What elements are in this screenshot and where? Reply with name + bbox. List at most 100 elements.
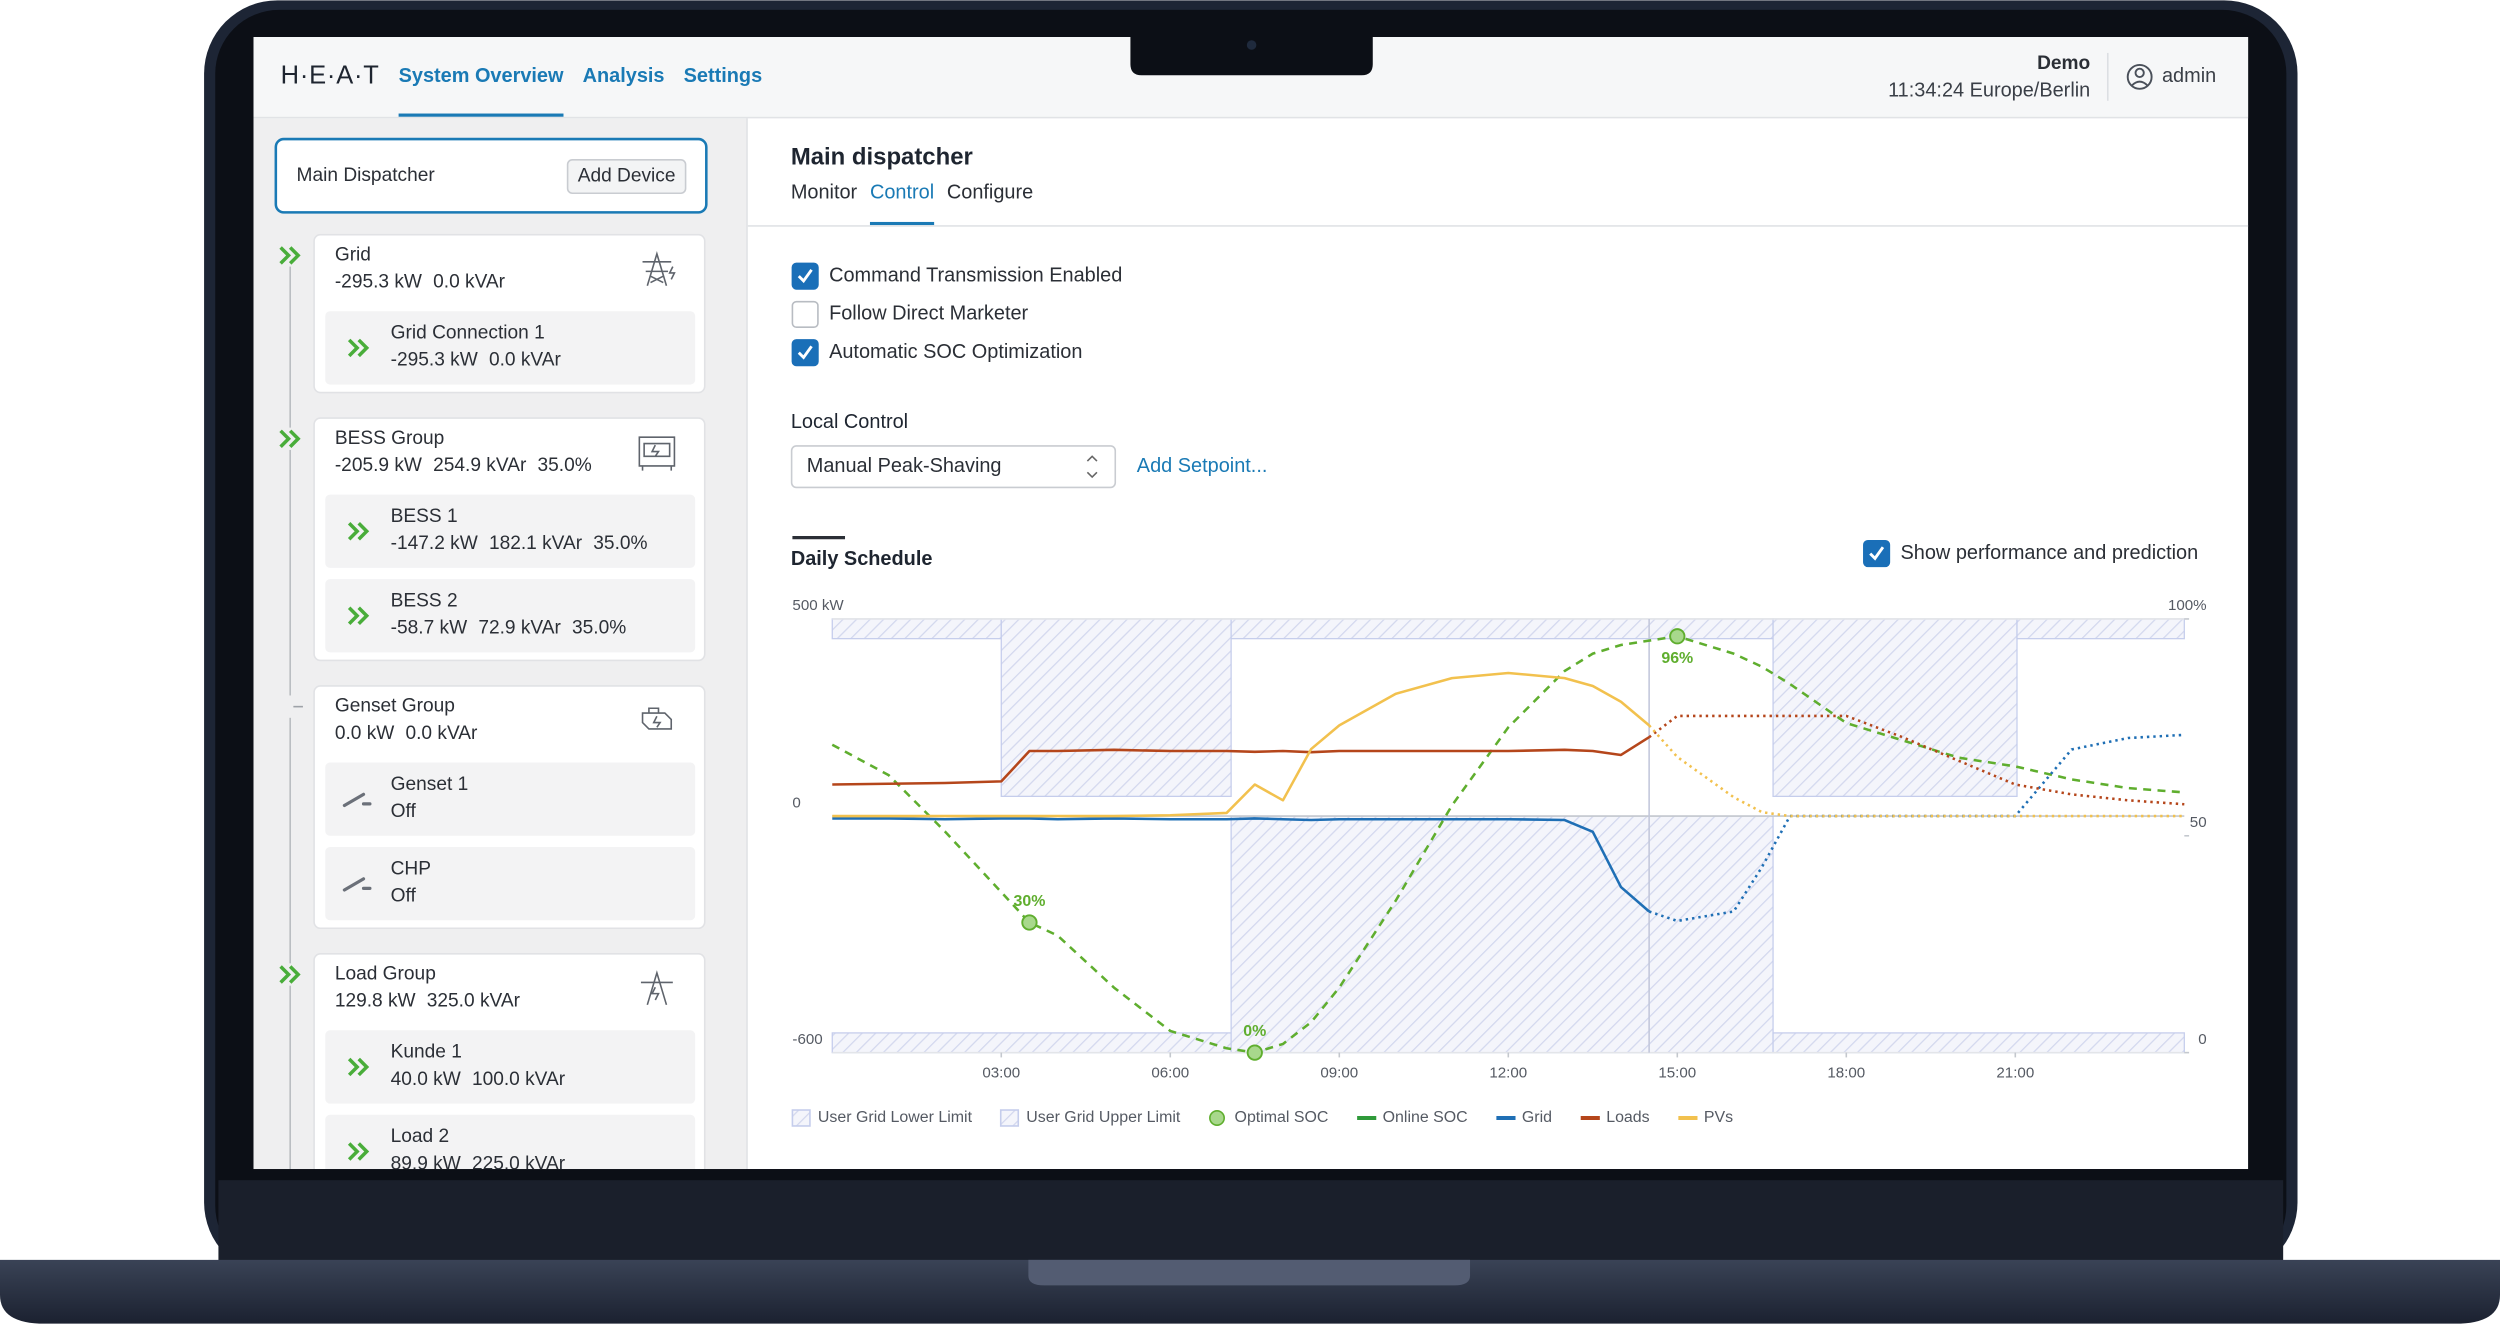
camera-notch xyxy=(1130,37,1373,76)
check-mark xyxy=(797,268,813,284)
page-title: Main dispatcher xyxy=(791,143,973,170)
camera xyxy=(1246,40,1257,50)
metric: Off xyxy=(391,801,417,822)
soc-marker xyxy=(1021,914,1038,931)
soc-marker-label: 96% xyxy=(1661,650,1693,667)
check-mark xyxy=(797,345,813,360)
device-name[interactable]: BESS 1 xyxy=(391,506,458,527)
check-mark xyxy=(1869,546,1885,561)
local-control-label: Local Control xyxy=(791,411,908,433)
device-name[interactable]: Genset 1 xyxy=(391,774,469,795)
tab[interactable]: Control xyxy=(870,182,934,204)
nav-item[interactable]: System Overview xyxy=(399,65,564,87)
device-name[interactable]: Load 2 xyxy=(391,1126,450,1147)
base-notch xyxy=(1028,1259,1471,1286)
y2-tick-label: 0 xyxy=(2198,1031,2206,1048)
show-prediction-label[interactable]: Show performance and prediction xyxy=(1901,542,2199,564)
limit-region xyxy=(1230,618,1774,640)
options: Command Transmission Enabled Follow Direc… xyxy=(791,262,1122,367)
metric: 0.0 kW xyxy=(335,723,395,744)
device-name[interactable]: BESS 2 xyxy=(391,590,458,611)
show-prediction[interactable] xyxy=(1863,540,1891,568)
bezel-chin xyxy=(218,1180,2284,1264)
device-card[interactable] xyxy=(325,846,696,921)
group-name[interactable]: BESS Group xyxy=(335,428,445,449)
limit-region xyxy=(1772,618,2018,798)
metric: 129.8 kW xyxy=(335,991,416,1012)
tab-underline xyxy=(869,221,935,226)
device-name[interactable]: Grid Connection 1 xyxy=(391,323,545,344)
checkbox[interactable] xyxy=(791,300,819,328)
legend-swatch xyxy=(791,1109,811,1127)
device-card[interactable] xyxy=(325,762,696,836)
option-label[interactable]: Command Transmission Enabled xyxy=(829,264,1122,286)
device-card[interactable] xyxy=(325,1030,696,1104)
metric: 100.0 kVAr xyxy=(472,1069,566,1090)
metric: 35.0% xyxy=(593,533,647,554)
limit-region xyxy=(831,1032,1232,1054)
status-chevron xyxy=(279,246,301,265)
device-name[interactable]: Kunde 1 xyxy=(391,1042,462,1063)
x-tick-label: 06:00 xyxy=(1151,1064,1189,1081)
checkbox[interactable] xyxy=(1863,540,1891,568)
mode-value[interactable]: Manual Peak-Shaving xyxy=(807,455,1002,477)
limit-region xyxy=(2016,618,2185,640)
metric: -295.3 kW xyxy=(391,350,478,371)
metric: Off xyxy=(391,885,417,906)
soc-marker-label: 0% xyxy=(1243,1023,1266,1040)
y2-tick-label: 50 xyxy=(2190,814,2207,831)
legend-label: User Grid Upper Limit xyxy=(1026,1109,1181,1126)
limit-region xyxy=(831,618,1002,640)
add-setpoint-link[interactable]: Add Setpoint... xyxy=(1137,455,1268,477)
add-device-button[interactable] xyxy=(566,158,687,195)
group-icon xyxy=(641,707,673,730)
metric: 0.0 kVAr xyxy=(489,350,562,371)
series-line xyxy=(1648,714,2185,806)
user-icon[interactable] xyxy=(2126,63,2153,90)
group-name[interactable]: Grid xyxy=(335,244,371,265)
group-name[interactable]: Load Group xyxy=(335,964,436,985)
mode-select[interactable] xyxy=(790,445,1117,489)
nav-item[interactable]: Settings xyxy=(684,65,763,87)
metric: 0.0 kVAr xyxy=(433,272,506,293)
option-label[interactable]: Follow Direct Marketer xyxy=(829,303,1028,325)
tab[interactable]: Configure xyxy=(947,182,1033,204)
checkbox[interactable] xyxy=(791,262,819,290)
tab[interactable]: Monitor xyxy=(791,182,858,204)
status-chevron xyxy=(347,522,370,541)
group-name[interactable]: Genset Group xyxy=(335,696,455,717)
switch-icon xyxy=(342,877,372,892)
metric: -205.9 kW xyxy=(335,455,422,476)
soc-marker-label: 30% xyxy=(1013,893,1045,910)
legend-label: PVs xyxy=(1704,1109,1733,1126)
user-name[interactable]: admin xyxy=(2162,65,2216,87)
y-tick-label: 0 xyxy=(792,794,800,811)
legend-label: User Grid Lower Limit xyxy=(818,1109,973,1126)
status-chevron xyxy=(347,338,370,358)
nav-item[interactable]: Analysis xyxy=(583,65,665,87)
device-name[interactable]: CHP xyxy=(391,858,431,879)
metric: 40.0 kW xyxy=(391,1069,461,1090)
metric: 254.9 kVAr xyxy=(433,455,527,476)
y-tick-label: 500 kW xyxy=(792,597,844,614)
select-arrows xyxy=(1086,455,1098,479)
group-icon xyxy=(640,970,673,1006)
device-card[interactable] xyxy=(325,311,696,385)
limit-region xyxy=(1772,1032,2185,1054)
device-card[interactable] xyxy=(325,494,696,568)
legend-label: Loads xyxy=(1606,1109,1649,1126)
metric: -58.7 kW xyxy=(391,618,468,639)
legend-swatch xyxy=(999,1109,1020,1127)
device-card[interactable] xyxy=(325,579,696,653)
logo: H·E·A·T xyxy=(281,62,380,90)
add-device-label[interactable]: Add Device xyxy=(578,166,676,187)
option-label[interactable]: Automatic SOC Optimization xyxy=(829,341,1082,363)
x-tick-label: 03:00 xyxy=(982,1064,1020,1081)
x-tick-label: 15:00 xyxy=(1658,1064,1696,1081)
checkbox[interactable] xyxy=(791,339,819,367)
soc-marker xyxy=(1669,628,1686,645)
device-card[interactable] xyxy=(325,1114,696,1188)
daily-schedule-chart: 500 kW 0 -600 100% 50 0 03:00 06:00 09:00 12:00 15… xyxy=(792,597,2206,1081)
tabs: Monitor Control Configure xyxy=(791,182,1033,226)
